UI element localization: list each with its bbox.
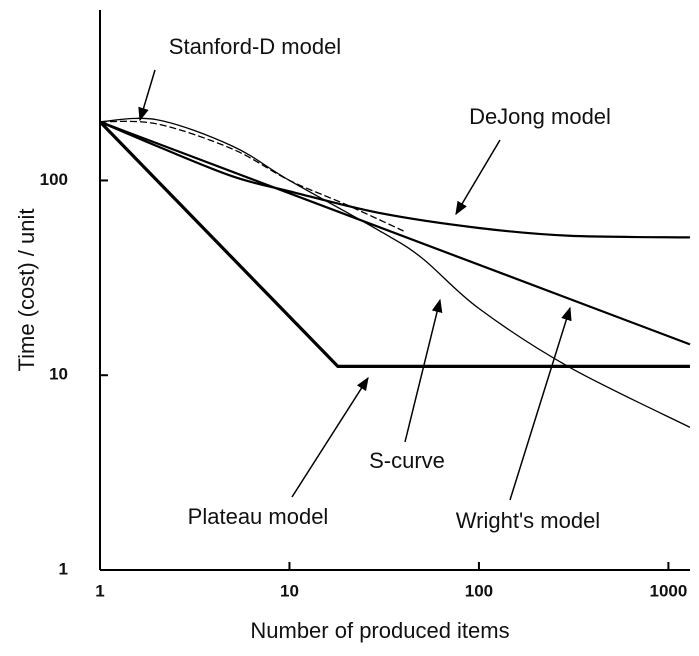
annotation: Wright's model: [456, 508, 600, 533]
series-line: [99, 120, 691, 239]
y-tick-label: 1: [59, 559, 68, 578]
arrow: [138, 69, 156, 122]
y-tick-label: 100: [40, 170, 68, 189]
annotation: DeJong model: [469, 104, 611, 129]
series-line: [98, 120, 690, 368]
series-line: [99, 120, 691, 346]
arrow: [509, 306, 572, 501]
y-tick-label: 10: [49, 365, 68, 384]
x-tick-label: 1000: [649, 581, 687, 600]
arrow: [455, 139, 501, 216]
series-line: [99, 120, 404, 232]
annotations: Stanford-D model DeJong model S-curve Pl…: [138, 34, 611, 533]
arrow: [291, 376, 369, 498]
y-axis-label: Time (cost) / unit: [14, 209, 39, 372]
plot-area: [98, 117, 691, 428]
annotation: S-curve: [369, 448, 445, 473]
x-tick-label: 10: [280, 581, 299, 600]
x-axis-label: Number of produced items: [250, 618, 509, 643]
x-tick-label: 1: [95, 581, 104, 600]
series-line: [99, 117, 691, 428]
annotation: Stanford-D model: [169, 34, 341, 59]
arrow: [404, 298, 443, 443]
x-tick-label: 100: [465, 581, 493, 600]
annotation: Plateau model: [188, 504, 329, 529]
